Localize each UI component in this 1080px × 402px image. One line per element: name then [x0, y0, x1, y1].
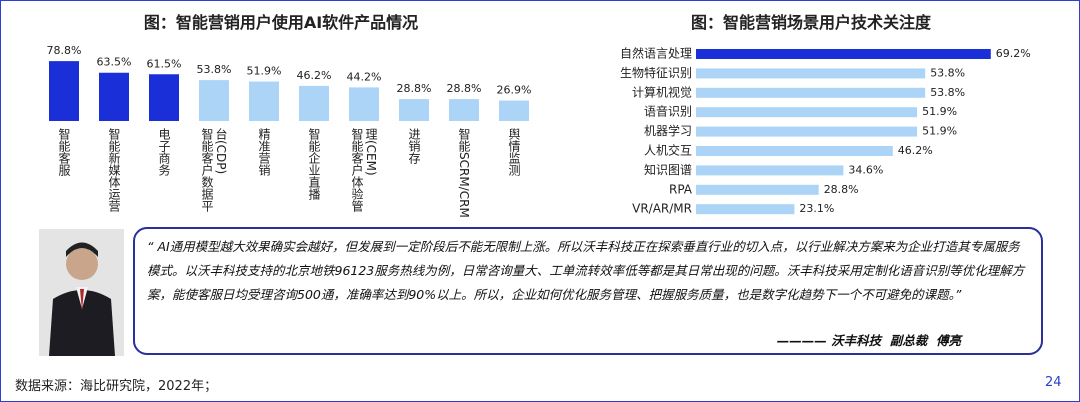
- category-label: 自然语言处理: [620, 46, 692, 61]
- bar: [49, 61, 79, 121]
- category-label: 进销存: [407, 128, 421, 164]
- category-label: 计算机视觉: [632, 84, 692, 99]
- bar: [696, 165, 844, 176]
- bar: [696, 107, 918, 118]
- chart-title: 图：智能营销用户使用AI软件产品情况: [143, 13, 419, 32]
- bar: [696, 87, 926, 98]
- bar: [299, 85, 329, 121]
- chart-svg: 69.2% 自然语言处理 53.8% 生物特征识别 53.8% 计算机视觉 51.9% 语音识…: [620, 46, 1031, 216]
- value-label: 53.8%: [930, 86, 965, 99]
- chart-tech: 图：智能营销场景用户技术关注度 69.2% 自然语言处理 53.8% 生物特征识别 53…: [561, 1, 1061, 223]
- category-label: RPA: [669, 182, 693, 196]
- category-label: 电子商务: [157, 128, 171, 176]
- bar: [249, 81, 279, 121]
- value-label: 63.5%: [97, 56, 132, 69]
- value-label: 61.5%: [147, 57, 182, 70]
- value-label: 28.8%: [447, 82, 482, 95]
- bar: [696, 49, 991, 59]
- bar: [696, 68, 926, 79]
- value-label: 46.2%: [297, 69, 332, 82]
- value-label: 23.1%: [799, 202, 834, 215]
- category-label: 知识图谱: [644, 163, 692, 177]
- value-label: 51.9%: [922, 125, 957, 138]
- bar: [499, 100, 529, 121]
- category-label: 智能SCRM/CRM: [457, 128, 471, 218]
- source: 数据来源：海比研究院，2022年；: [15, 379, 218, 394]
- bar: [696, 146, 893, 156]
- category-label: 生物特征识别: [620, 65, 692, 80]
- category-label: 智能企业直播: [307, 128, 321, 200]
- category-label: 智能客服: [57, 128, 71, 176]
- category-label: 智能客户数据平台(CDP): [200, 128, 228, 212]
- portrait: [39, 229, 124, 356]
- chart-usage: 图：智能营销用户使用AI软件产品情况 78.8% 63.5% 61.5% 53.8% 5…: [21, 1, 541, 223]
- bar: [199, 80, 229, 121]
- bar: [449, 99, 479, 121]
- category-label: 语音识别: [644, 104, 692, 119]
- category-label: 精准营销: [257, 128, 271, 176]
- quote-attribution: ———— 沃丰科技 副总裁 傅亮: [776, 333, 961, 348]
- value-label: 53.8%: [197, 63, 232, 76]
- value-label: 46.2%: [898, 144, 933, 157]
- value-label: 28.8%: [397, 82, 432, 95]
- value-label: 69.2%: [996, 47, 1031, 60]
- value-label: 78.8%: [47, 44, 82, 57]
- category-label: 人机交互: [644, 143, 692, 158]
- bar: [149, 74, 179, 121]
- bar: [696, 126, 918, 137]
- bar: [696, 204, 795, 215]
- bar: [399, 99, 429, 121]
- value-label: 44.2%: [347, 70, 382, 83]
- quote-box: “ AI通用模型越大效果确实会越好，但发展到一定阶段后不能无限制上涨。所以沃丰科…: [133, 227, 1043, 355]
- category-label: 智能新媒体运营: [107, 128, 121, 212]
- value-label: 28.8%: [824, 183, 859, 196]
- quote-text: “ AI通用模型越大效果确实会越好，但发展到一定阶段后不能无限制上涨。所以沃丰科…: [147, 239, 1025, 302]
- bar: [99, 72, 129, 121]
- category-label: 机器学习: [644, 123, 692, 138]
- value-label: 53.8%: [930, 66, 965, 79]
- value-label: 51.9%: [922, 105, 957, 118]
- category-label: 舆情监测: [507, 128, 521, 176]
- page-number: 24: [1045, 375, 1062, 390]
- category-label: VR/AR/MR: [632, 202, 692, 216]
- value-label: 26.9%: [497, 84, 532, 97]
- chart-title: 图：智能营销场景用户技术关注度: [690, 13, 931, 32]
- value-label: 51.9%: [247, 65, 282, 78]
- chart-svg: 78.8% 63.5% 61.5% 53.8% 51.9% 46.2% 44.2% 28.8%…: [47, 44, 532, 121]
- value-label: 34.6%: [848, 163, 883, 176]
- bar: [696, 184, 819, 195]
- bar: [349, 87, 379, 121]
- category-label: 智能客户体验管理(CEM): [350, 128, 378, 212]
